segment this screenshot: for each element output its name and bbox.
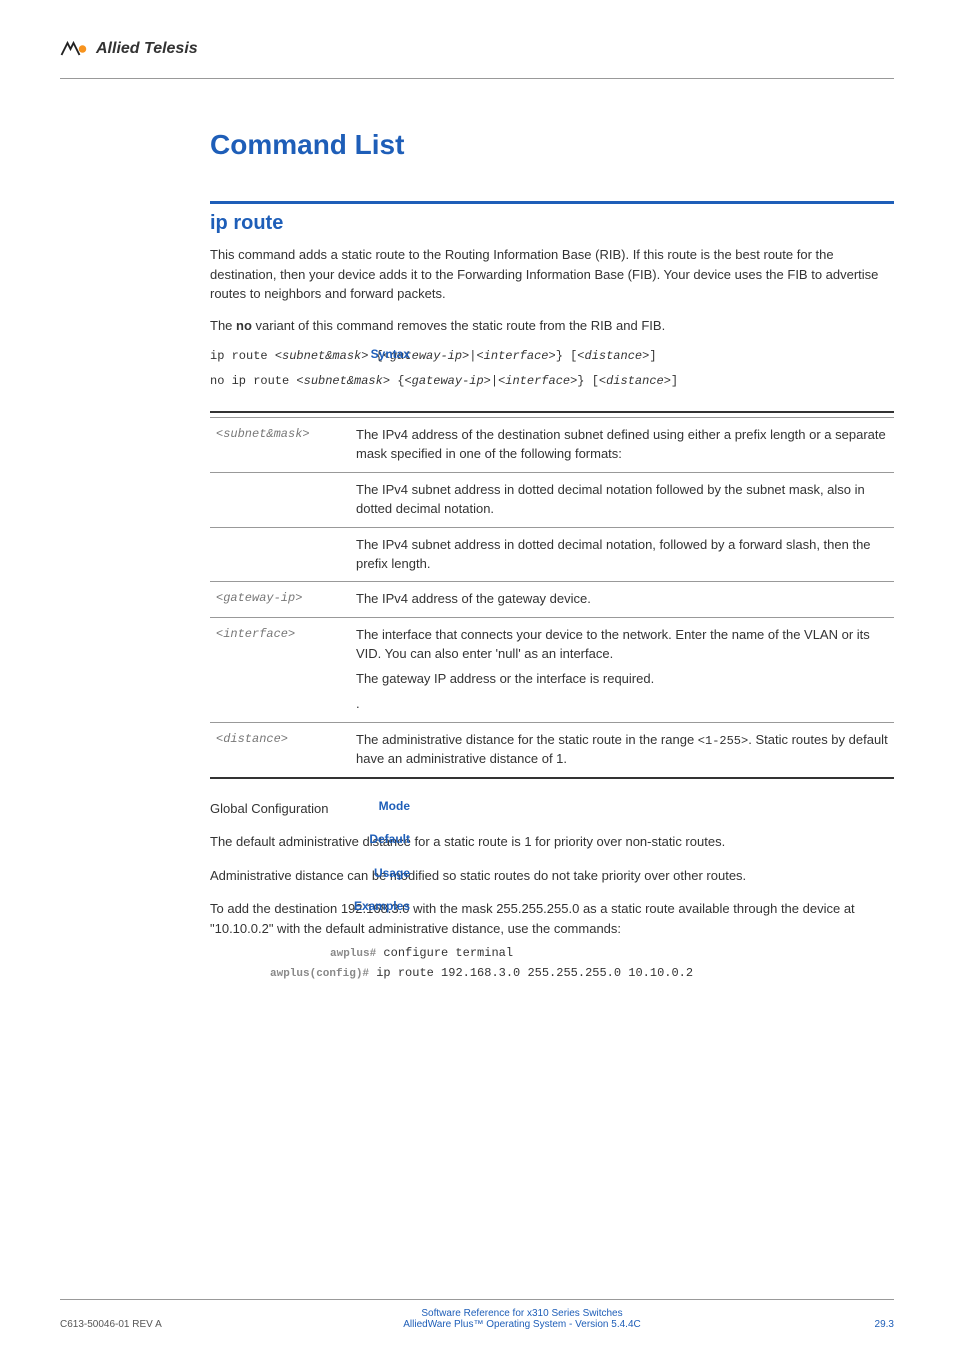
examples-text: To add the destination 192.168.3.0 with … [210,899,894,938]
examples-label: Examples [320,899,410,913]
intro2-pre: The [210,318,236,333]
param-gateway-desc: The IPv4 address of the gateway device. [350,582,894,618]
param-subnet-name: <subnet&mask> [210,418,350,473]
header-rule [60,78,894,79]
intro-para1: This command adds a static route to the … [210,245,894,304]
footer-left: C613-50046-01 REV A [60,1319,210,1330]
footer-right: 29.3 [834,1319,894,1330]
terminal-cmd-2: ip route 192.168.3.0 255.255.255.0 10.10… [369,966,693,980]
command-subtitle: ip route [210,212,894,235]
header-logo: Allied Telesis [60,40,894,58]
param-distance-name: <distance> [210,722,350,778]
param-interface-name: <interface> [210,618,350,722]
param-subnet-desc3: The IPv4 subnet address in dotted decima… [350,527,894,582]
terminal-prompt-2: awplus(config)# [270,968,369,980]
terminal-prompt-1: awplus# [330,948,376,960]
param-subnet-desc2: The IPv4 subnet address in dotted decima… [350,473,894,528]
page-title: Command List [210,129,894,161]
footer-center-line2: AlliedWare Plus™ Operating System - Vers… [210,1319,834,1330]
param-gateway-name: <gateway-ip> [210,582,350,618]
logo-icon [60,41,90,57]
param-interface-desc: The interface that connects your device … [350,618,894,722]
logo-text: Allied Telesis [96,40,198,58]
syntax-line2: no ip route <subnet&mask> {<gateway-ip>|… [210,372,894,391]
subtitle-rule [210,201,894,204]
parameter-table: <subnet&mask> The IPv4 address of the de… [210,411,894,779]
intro-para2: The no variant of this command removes t… [210,316,894,336]
mode-text: Global Configuration [210,799,894,819]
syntax-label: Syntax [320,347,410,361]
footer-center-line1: Software Reference for x310 Series Switc… [210,1308,834,1319]
param-distance-desc: The administrative distance for the stat… [350,722,894,778]
intro2-post: variant of this command removes the stat… [252,318,665,333]
page-footer: C613-50046-01 REV A Software Reference f… [60,1299,894,1330]
usage-text: Administrative distance can be modified … [210,866,894,886]
terminal-block: awplus# configure terminal awplus(config… [210,946,894,980]
syntax-line1: ip route <subnet&mask> {<gateway-ip>|<in… [210,347,894,366]
usage-label: Usage [320,866,410,880]
default-text: The default administrative distance for … [210,832,894,852]
param-subnet-desc1: The IPv4 address of the destination subn… [350,418,894,473]
terminal-cmd-1: configure terminal [376,946,513,960]
footer-center: Software Reference for x310 Series Switc… [210,1308,834,1330]
mode-label: Mode [320,799,410,813]
intro2-bold: no [236,318,252,333]
default-label: Default [320,832,410,846]
